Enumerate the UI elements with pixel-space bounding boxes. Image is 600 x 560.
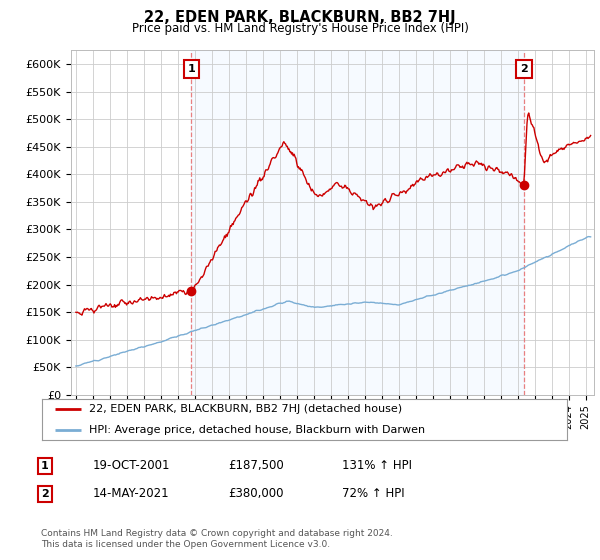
Text: 72% ↑ HPI: 72% ↑ HPI [342, 487, 404, 501]
Text: HPI: Average price, detached house, Blackburn with Darwen: HPI: Average price, detached house, Blac… [89, 424, 425, 435]
Text: 1: 1 [188, 64, 195, 74]
Text: Contains HM Land Registry data © Crown copyright and database right 2024.
This d: Contains HM Land Registry data © Crown c… [41, 529, 392, 549]
Text: 1: 1 [41, 461, 49, 471]
Text: 19-OCT-2001: 19-OCT-2001 [93, 459, 170, 473]
Text: 22, EDEN PARK, BLACKBURN, BB2 7HJ: 22, EDEN PARK, BLACKBURN, BB2 7HJ [144, 10, 456, 25]
Text: 2: 2 [520, 64, 528, 74]
Text: 131% ↑ HPI: 131% ↑ HPI [342, 459, 412, 473]
Text: 2: 2 [41, 489, 49, 499]
Bar [191, 50, 524, 395]
Text: £380,000: £380,000 [228, 487, 284, 501]
Text: £187,500: £187,500 [228, 459, 284, 473]
Text: Price paid vs. HM Land Registry's House Price Index (HPI): Price paid vs. HM Land Registry's House … [131, 22, 469, 35]
Text: 22, EDEN PARK, BLACKBURN, BB2 7HJ (detached house): 22, EDEN PARK, BLACKBURN, BB2 7HJ (detac… [89, 404, 403, 414]
Text: 14-MAY-2021: 14-MAY-2021 [93, 487, 170, 501]
